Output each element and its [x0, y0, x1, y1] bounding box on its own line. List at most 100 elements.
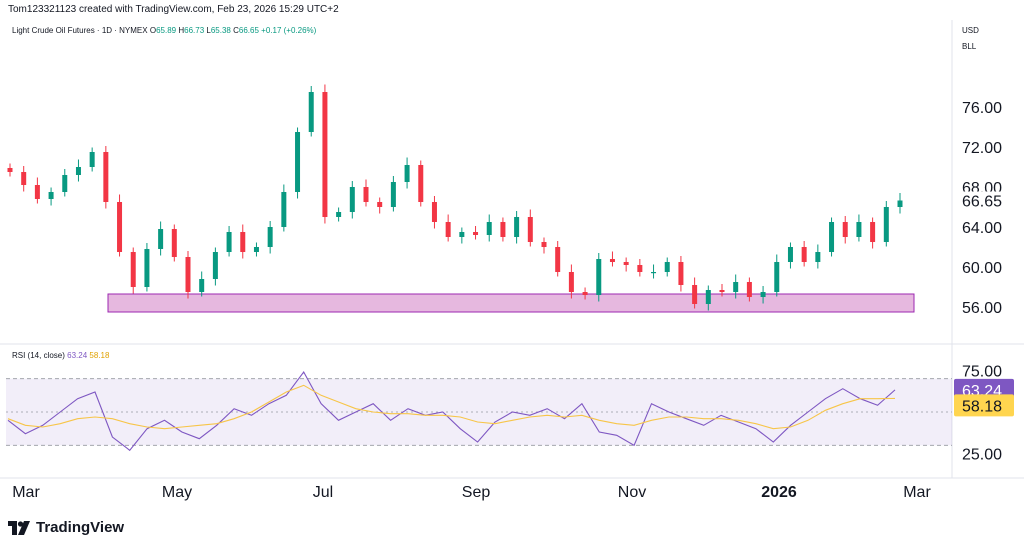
candle-body	[267, 227, 273, 247]
candle-body	[75, 167, 81, 175]
rsi-tick-label: 25.00	[962, 447, 1002, 464]
candle-body	[541, 242, 547, 247]
symbol-legend: Light Crude Oil Futures · 1D · NYMEX O65…	[12, 26, 316, 35]
candle-body	[48, 192, 54, 199]
candle-body	[883, 207, 889, 242]
candle-body	[568, 272, 574, 292]
price-tick-label: 76.00	[962, 100, 1002, 117]
time-axis-label: Mar	[12, 484, 40, 501]
candle-body	[253, 247, 259, 252]
high-value: 66.73	[184, 26, 205, 35]
low-label: L	[206, 26, 211, 35]
candle-body	[349, 187, 355, 212]
brand-name: TradingView	[36, 519, 125, 536]
open-label: O	[149, 26, 157, 35]
rsi-title: RSI (14, close)	[12, 351, 65, 360]
candle-body	[308, 92, 314, 132]
candle-body	[117, 202, 123, 252]
close-label: C	[233, 26, 239, 35]
currency-label: USD	[962, 26, 979, 35]
high-label: H	[178, 26, 185, 35]
candle-body	[664, 262, 670, 272]
candle-body	[692, 285, 698, 304]
candle-body	[171, 229, 177, 257]
candle-body	[431, 202, 437, 222]
candle-body	[7, 168, 13, 172]
candle-body	[21, 172, 27, 185]
candle-body	[473, 232, 479, 235]
price-tick-label: 56.00	[962, 300, 1002, 317]
candle-body	[185, 257, 191, 292]
candle-body	[459, 232, 465, 237]
candle-body	[705, 290, 711, 304]
candle-body	[377, 202, 383, 207]
candle-body	[418, 165, 424, 202]
candle-body	[199, 279, 205, 292]
candle-body	[226, 232, 232, 252]
candle-body	[144, 249, 150, 287]
time-axis-label: May	[162, 484, 192, 501]
candle-body	[856, 222, 862, 237]
candle-body	[158, 229, 164, 249]
time-axis-label: Sep	[462, 484, 491, 501]
time-axis-label: Mar	[903, 484, 931, 501]
price-tick-label: 72.00	[962, 140, 1002, 157]
candle-body	[774, 262, 780, 292]
candle-body	[62, 175, 68, 192]
candle-body	[240, 232, 246, 252]
rsi-legend: RSI (14, close) 63.24 58.18	[12, 351, 109, 360]
candle-body	[404, 165, 410, 182]
candle-body	[363, 187, 369, 202]
candle-body	[89, 152, 95, 167]
candle-body	[486, 222, 492, 235]
candle-body	[651, 272, 657, 274]
candle-body	[103, 152, 109, 202]
candle-body	[623, 262, 629, 265]
rsi-ma-legend-value: 58.18	[89, 351, 110, 360]
candle-body	[582, 292, 588, 295]
tradingview-logo[interactable]: TradingView	[8, 519, 124, 536]
candle-body	[336, 212, 342, 217]
candle-body	[637, 265, 643, 272]
candle-body	[281, 192, 287, 227]
rsi-legend-value: 63.24	[67, 351, 88, 360]
price-tick-label: 64.00	[962, 220, 1002, 237]
candle-body	[801, 247, 807, 262]
open-value: 65.89	[156, 26, 177, 35]
candle-body	[842, 222, 848, 237]
support-zone	[107, 293, 915, 313]
last-price-box	[954, 191, 1010, 210]
time-axis-label: 2026	[761, 484, 797, 501]
candle-body	[609, 259, 615, 262]
candle-body	[500, 222, 506, 237]
price-tick-label: 60.00	[962, 260, 1002, 277]
candle-body	[678, 262, 684, 285]
candle-body	[390, 182, 396, 207]
rsi-tick-label: 75.00	[962, 363, 1002, 380]
candle-body	[527, 217, 533, 242]
symbol-name: Light Crude Oil Futures · 1D · NYMEX	[12, 26, 148, 35]
change-value: +0.17 (+0.26%)	[261, 26, 317, 35]
candle-body	[212, 252, 218, 279]
unit-label: BLL	[962, 42, 977, 51]
candle-body	[787, 247, 793, 262]
candle-body	[596, 259, 602, 295]
low-value: 65.38	[210, 26, 231, 35]
rsi-band	[6, 378, 952, 446]
candle-body	[445, 222, 451, 237]
candle-body	[733, 282, 739, 292]
candle-body	[555, 247, 561, 272]
time-axis-label: Jul	[313, 484, 333, 501]
rsi-ma-value-badge	[954, 394, 1014, 417]
candle-body	[897, 200, 903, 207]
rsi-line	[7, 370, 896, 452]
candle-body	[719, 290, 725, 292]
close-value: 66.65	[238, 26, 259, 35]
candle-body	[815, 252, 821, 262]
candle-body	[870, 222, 876, 242]
time-axis-label: Nov	[618, 484, 646, 501]
candle-body	[829, 222, 835, 252]
candle-body	[746, 282, 752, 297]
candle-body	[130, 252, 136, 287]
